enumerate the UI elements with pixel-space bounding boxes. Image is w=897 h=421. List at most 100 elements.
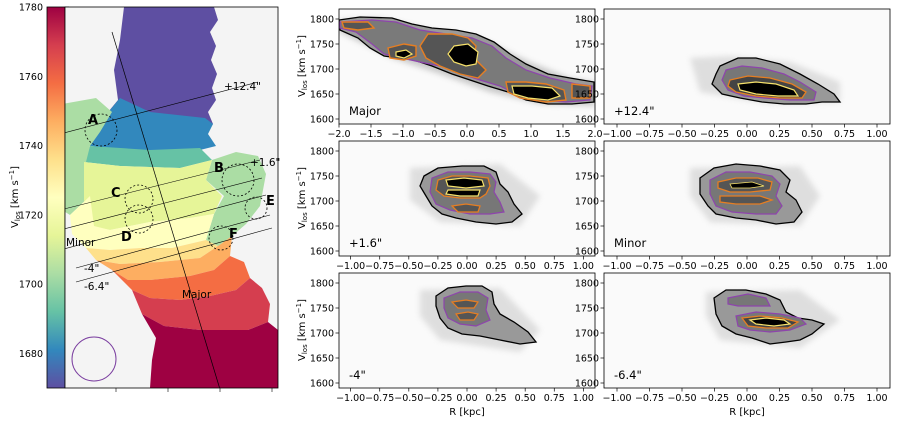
colorbar: 1680 1700 1720 1740 1760 1780 Vlos [km s−1] xyxy=(8,3,69,389)
pv-panel-plus12-4: +12.4" −1.00 −0.75 −0.50 −0.25 0.00 0.25 0.50 0… xyxy=(575,8,891,140)
yticks-minus6-4: 1600 1650 1700 1750 1800 xyxy=(575,279,604,390)
slit-label-m4: -4" xyxy=(84,263,99,275)
colorbar-tick-label: 1760 xyxy=(19,72,43,83)
x-tick-label: 0.50 xyxy=(515,261,536,272)
slit-line-1-6a xyxy=(65,159,261,210)
map-band-teal xyxy=(84,146,212,168)
x-tick-label: 0.75 xyxy=(544,261,565,272)
slit-label-minor: Minor xyxy=(66,237,96,249)
panel-label-plus12-4: +12.4" xyxy=(614,104,655,118)
y-tick-label: 1600 xyxy=(575,379,599,390)
panel-label-minus6-4: -6.4" xyxy=(614,368,642,382)
y-tick-label: 1750 xyxy=(310,40,334,51)
map-band-lightblue xyxy=(90,98,216,152)
slit-line-minor xyxy=(65,194,267,249)
pv-panel-minus6-4: -6.4" −1.00 −0.75 −0.50 −0.25 0.00 0.25 0.50 0.… xyxy=(575,272,891,404)
y-tick-label: 1700 xyxy=(575,329,599,340)
x-tick-label: 0.25 xyxy=(769,393,790,404)
x-tick-label: −1.00 xyxy=(336,261,365,272)
x-tick-label: −0.50 xyxy=(394,393,423,404)
x-tick-label: −0.75 xyxy=(635,129,664,140)
contour-yellow xyxy=(748,317,792,327)
x-tick-label: 0.00 xyxy=(736,129,757,140)
slit-line-m4 xyxy=(75,214,271,269)
x-tick-label: −0.25 xyxy=(423,261,452,272)
slit-label-12-4: +12.4" xyxy=(224,81,261,93)
ylabel-row2: Vlos [km s−1] xyxy=(295,167,309,229)
xticks-minus6-4: −1.00 −0.75 −0.50 −0.25 0.00 0.25 0.50 0.75 1.00 xyxy=(602,388,888,404)
contour-yellow xyxy=(395,43,562,101)
region-circle-f xyxy=(208,225,234,251)
colorbar-tick-label: 1780 xyxy=(19,3,43,14)
x-tick-label: −0.25 xyxy=(700,261,729,272)
y-tick-label: 1650 xyxy=(310,222,334,233)
x-tick-label: −0.75 xyxy=(365,393,394,404)
region-label-f: F xyxy=(229,227,238,242)
x-tick-label: −1.00 xyxy=(602,393,631,404)
yticks-plus12-4: 1600 1650 1700 1750 1800 xyxy=(575,15,604,126)
x-tick-label: 0.00 xyxy=(736,393,757,404)
map-band-crimson xyxy=(142,314,278,388)
beam-circle xyxy=(71,336,117,382)
y-tick-label: 1600 xyxy=(575,115,599,126)
pv-panel-minor: Minor −1.00 −0.75 −0.50 −0.25 0.00 0.25 0.50 0.… xyxy=(575,140,891,272)
map-band-yellowgreen xyxy=(84,160,222,230)
slit-line-m6-4 xyxy=(75,227,273,283)
y-tick-label: 1700 xyxy=(575,197,599,208)
region-label-b: B xyxy=(214,161,224,176)
x-tick-label: 0.25 xyxy=(486,393,507,404)
contour-yellow xyxy=(737,81,800,97)
x-tick-label: −0.75 xyxy=(635,261,664,272)
region-label-a: A xyxy=(88,113,98,128)
x-tick-label: 1.00 xyxy=(866,393,887,404)
region-label-d: D xyxy=(121,230,132,245)
y-tick-label: 1800 xyxy=(310,147,334,158)
y-tick-label: 1750 xyxy=(310,304,334,315)
map-band-yellow xyxy=(70,196,214,250)
xticks-plus1-6: −1.00 −0.75 −0.50 −0.25 0.00 0.25 0.50 0.75 1.00 xyxy=(336,256,594,272)
x-tick-label: 0.25 xyxy=(769,261,790,272)
colorbar-tick-label: 1680 xyxy=(19,349,43,360)
y-tick-label: 1650 xyxy=(575,354,599,365)
slit-line-12-4 xyxy=(65,81,259,133)
x-tick-label: 0.75 xyxy=(834,129,855,140)
y-tick-label: 1800 xyxy=(310,279,334,290)
x-tick-label: 0.50 xyxy=(801,261,822,272)
major-axis-line xyxy=(111,31,220,388)
x-tick-label: 0.50 xyxy=(801,129,822,140)
x-tick-label: −0.50 xyxy=(667,261,696,272)
colorbar-gradient xyxy=(46,6,66,389)
x-tick-label: −0.50 xyxy=(667,129,696,140)
region-label-c: C xyxy=(111,186,121,201)
x-tick-label: −0.50 xyxy=(394,261,423,272)
pv-panel-major: Major −2.0 −1.5 −1.0 −0.5 0.0 0.5 1.0 1.5 2.0 16… xyxy=(310,8,603,140)
x-tick-label: 1.00 xyxy=(573,261,594,272)
x-tick-label: 0.5 xyxy=(491,129,506,140)
region-circle-c xyxy=(124,184,154,214)
y-tick-label: 1750 xyxy=(575,40,599,51)
x-tick-label: 0.25 xyxy=(769,129,790,140)
y-tick-label: 1800 xyxy=(575,15,599,26)
x-tick-label: 1.00 xyxy=(573,393,594,404)
region-circle-b xyxy=(221,163,255,197)
panel-label-plus1-6: +1.6" xyxy=(349,236,382,250)
pv-panel-minus4: -4" −1.00 −0.75 −0.50 −0.25 0.00 0.25 0.50 0.75… xyxy=(310,272,596,404)
map-frame xyxy=(64,6,279,389)
x-tick-label: 0.25 xyxy=(486,261,507,272)
xlabel-right: R [kpc] xyxy=(729,407,765,418)
x-tick-label: −0.25 xyxy=(423,393,452,404)
xticks-major: −2.0 −1.5 −1.0 −0.5 0.0 0.5 1.0 1.5 2.0 xyxy=(327,124,603,140)
region-circle-e xyxy=(244,196,268,220)
y-tick-label: 1600 xyxy=(575,247,599,258)
yticks-major: 1600 1650 1700 1750 1800 xyxy=(310,15,339,126)
xticks-minus4: −1.00 −0.75 −0.50 −0.25 0.00 0.25 0.50 0.75 1.00 xyxy=(336,388,594,404)
x-tick-label: 2.0 xyxy=(587,129,602,140)
x-tick-label: −1.5 xyxy=(359,129,382,140)
map-ticks xyxy=(115,388,273,392)
x-tick-label: 0.50 xyxy=(801,393,822,404)
contour-purple xyxy=(443,291,491,327)
y-tick-label: 1800 xyxy=(310,15,334,26)
region-circle-a xyxy=(84,113,118,147)
x-tick-label: −0.50 xyxy=(667,393,696,404)
panel-label-minor: Minor xyxy=(614,236,646,250)
